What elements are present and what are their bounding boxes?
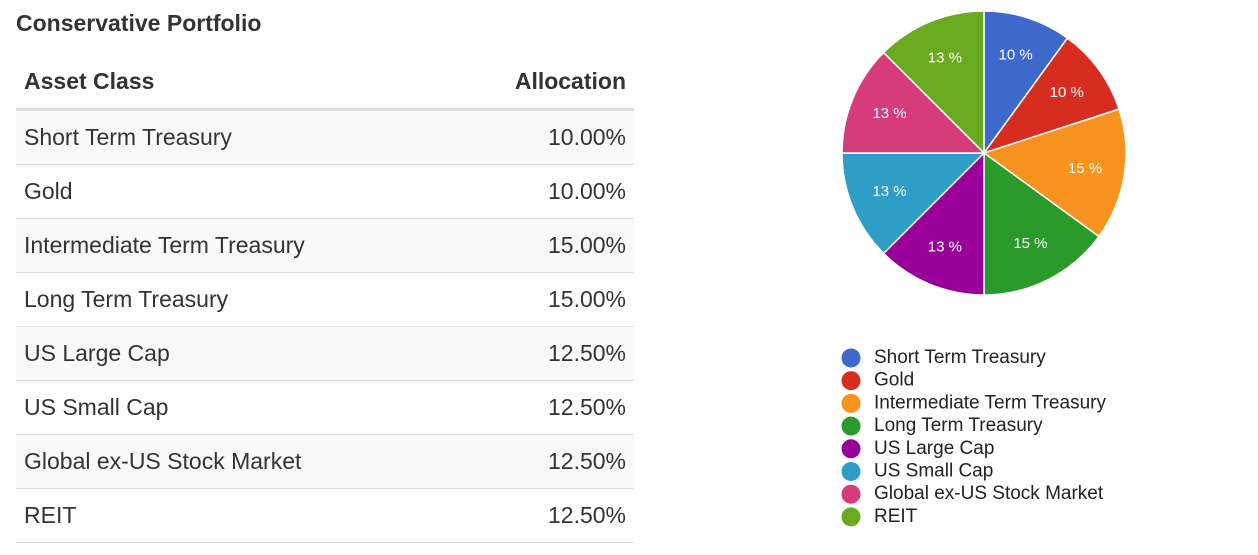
legend-label: US Small Cap: [874, 461, 993, 482]
asset-cell: US Small Cap: [16, 380, 449, 435]
legend-label: Global ex-US Stock Market: [874, 483, 1104, 504]
pie-slice: [982, 37, 1120, 155]
pie-slice: [882, 151, 985, 296]
legend-label: Gold: [874, 370, 914, 391]
legend-marker: [841, 484, 861, 504]
portfolio-title: Conservative Portfolio: [16, 10, 262, 36]
legend-marker: [841, 507, 861, 527]
pie-slice: [841, 51, 986, 154]
allocation-cell: 12.50%: [448, 380, 634, 435]
legend-label: Short Term Treasury: [874, 347, 1046, 368]
slice-label: 15 %: [1068, 160, 1102, 177]
asset-cell: Intermediate Term Treasury: [16, 218, 449, 273]
pie-slice: [983, 151, 1100, 296]
legend-marker: [841, 462, 861, 481]
legend-label: US Large Cap: [874, 438, 994, 459]
slice-label: 13 %: [872, 105, 906, 122]
table-row: Intermediate Term Treasury 15.00%: [16, 218, 634, 273]
slice-label: 10 %: [998, 47, 1032, 64]
slice-label: 13 %: [928, 238, 962, 255]
column-header: Asset Class: [16, 55, 449, 111]
allocation-cell: 15.00%: [448, 272, 634, 327]
table-row: Short Term Treasury 10.00%: [16, 109, 634, 165]
legend-marker: [841, 348, 861, 368]
table-row: US Small Cap 12.50%: [16, 380, 634, 435]
allocation-cell: 10.00%: [448, 109, 634, 165]
pie-slice: [982, 108, 1127, 238]
table-row: Long Term Treasury 15.00%: [16, 272, 634, 327]
asset-cell: REIT: [16, 488, 449, 543]
legend-marker: [841, 393, 861, 413]
legend-label: Long Term Treasury: [874, 415, 1043, 436]
allocation-cell: 12.50%: [448, 326, 634, 381]
pie-slice: [882, 10, 985, 155]
allocation-cell: 12.50%: [448, 488, 634, 543]
table-row: REIT 12.50%: [16, 488, 634, 543]
legend-marker: [841, 439, 861, 459]
allocation-table: Asset Class Allocation Short Term Treasu…: [16, 55, 634, 543]
table-row: Global ex-US Stock Market 12.50%: [16, 434, 634, 489]
allocation-cell: 10.00%: [448, 164, 634, 219]
slice-label: 10 %: [1050, 84, 1084, 101]
table-row: Gold 10.00%: [16, 164, 634, 219]
allocation-cell: 15.00%: [448, 218, 634, 273]
header-row: Asset Class Allocation: [16, 55, 634, 111]
allocation-cell: 12.50%: [448, 434, 634, 489]
asset-cell: US Large Cap: [16, 326, 449, 381]
pie-slice: [841, 152, 986, 255]
asset-cell: Long Term Treasury: [16, 272, 449, 327]
asset-cell: Global ex-US Stock Market: [16, 434, 449, 489]
legend-marker: [841, 371, 861, 391]
slice-label: 13 %: [872, 183, 906, 200]
column-header: Allocation: [448, 55, 634, 111]
legend-marker: [841, 416, 861, 436]
asset-cell: Gold: [16, 164, 449, 219]
asset-cell: Short Term Treasury: [16, 109, 449, 165]
legend-label: Intermediate Term Treasury: [874, 392, 1106, 413]
pie-slice: [983, 10, 1069, 156]
slice-label: 15 %: [1013, 235, 1047, 252]
slice-label: 13 %: [928, 50, 962, 67]
table-row: US Large Cap 12.50%: [16, 326, 634, 381]
legend-label: REIT: [874, 506, 918, 527]
